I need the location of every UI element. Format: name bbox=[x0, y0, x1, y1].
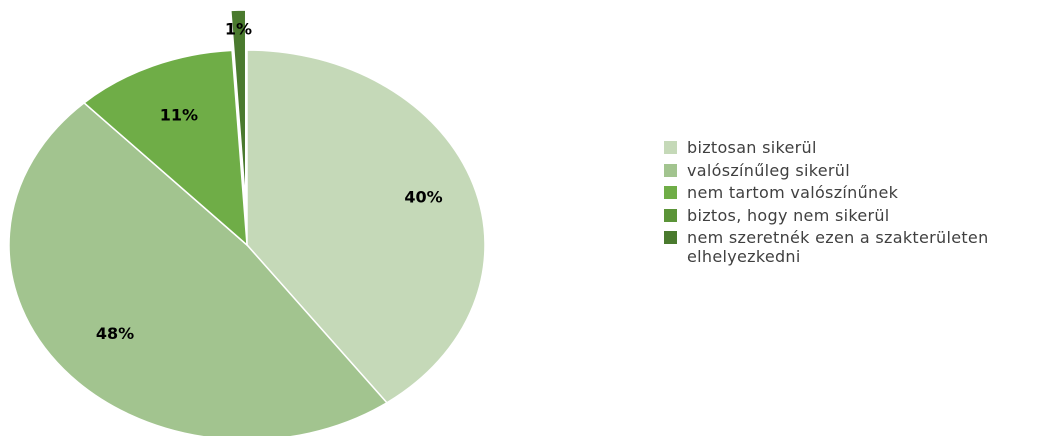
pie-slice bbox=[82, 49, 248, 247]
legend-label: biztosan sikerül bbox=[687, 138, 817, 157]
legend-item-biztos-hogy-nem-sikerul: biztos, hogy nem sikerül bbox=[664, 206, 1054, 225]
legend-swatch bbox=[664, 141, 677, 154]
legend-item-valoszinuleg-sikerul: valószínűleg sikerül bbox=[664, 161, 1054, 180]
legend-item-biztosan-sikerul: biztosan sikerül bbox=[664, 138, 1054, 157]
legend-label: biztos, hogy nem sikerül bbox=[687, 205, 890, 225]
slice-value-label: 40% bbox=[404, 187, 442, 206]
legend-label: nem tartom valószínűnek bbox=[687, 183, 899, 202]
legend-label: nem szeretnék ezen a szakterületen elhel… bbox=[687, 228, 989, 266]
legend-swatch bbox=[664, 163, 677, 177]
pie-slice bbox=[8, 101, 389, 436]
legend-item-nem-tartom-valoszinunek: nem tartom valószínűnek bbox=[664, 183, 1054, 202]
legend-item-nem-szeretnek-elhelyezkedni: nem szeretnék ezen a szakterületen elhel… bbox=[664, 228, 1054, 266]
slice-value-label: 11% bbox=[160, 106, 198, 125]
slice-value-label: 1% bbox=[225, 20, 252, 39]
legend-label: valószínűleg sikerül bbox=[687, 160, 850, 180]
legend: biztosan sikerül valószínűleg sikerül ne… bbox=[664, 138, 1054, 270]
pie-slice bbox=[246, 49, 486, 404]
legend-swatch bbox=[664, 231, 677, 244]
legend-swatch bbox=[664, 208, 677, 222]
slice-value-label: 48% bbox=[96, 324, 134, 343]
legend-swatch bbox=[664, 186, 677, 199]
pie-slice bbox=[229, 9, 247, 206]
